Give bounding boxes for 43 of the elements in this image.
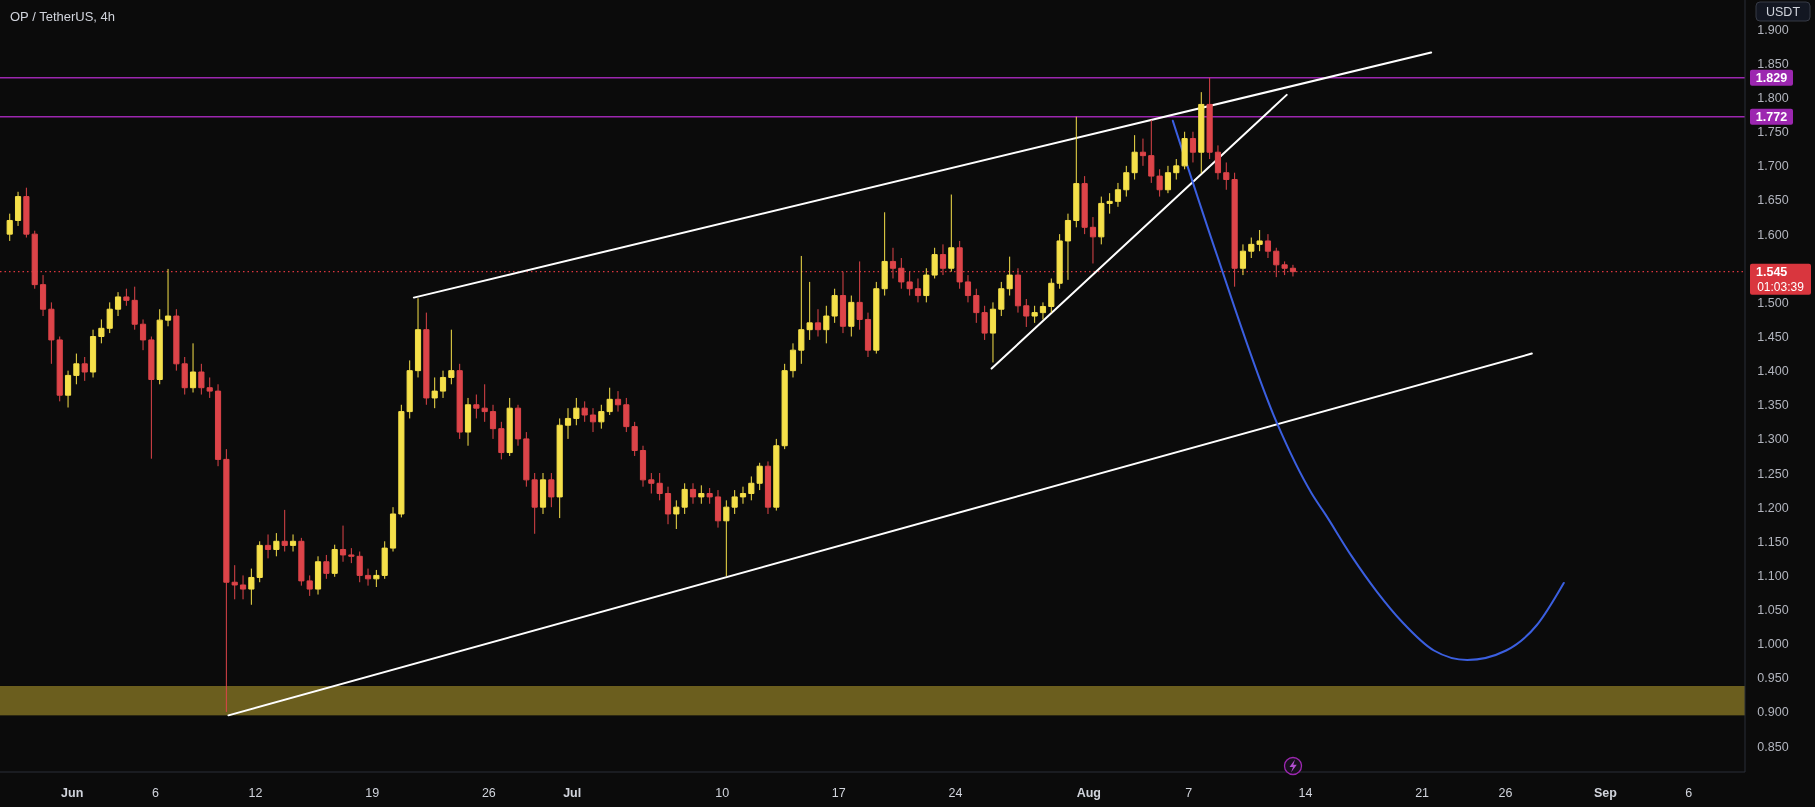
- y-tick-label: 1.800: [1757, 91, 1789, 106]
- x-tick-label: 10: [715, 786, 730, 800]
- ref-line-label: 1.545: [1756, 265, 1788, 280]
- x-tick-label: 24: [948, 786, 963, 800]
- y-tick-label: 0.900: [1757, 705, 1789, 720]
- ref-line-label: 1.829: [1755, 71, 1788, 86]
- x-tick-label: 17: [831, 786, 846, 800]
- y-tick-label: 1.250: [1757, 466, 1789, 481]
- x-tick-label: 12: [248, 786, 263, 800]
- x-tick-label: 21: [1415, 786, 1430, 800]
- y-tick-label: 1.750: [1757, 125, 1789, 140]
- x-tick-label: 14: [1298, 786, 1313, 800]
- y-tick-label: 1.150: [1757, 534, 1789, 549]
- x-tick-label: 26: [1498, 786, 1513, 800]
- x-tick-label: Jun: [61, 786, 84, 800]
- x-tick-label: 7: [1185, 786, 1193, 800]
- text: OP / TetherUS, 4h: [10, 9, 116, 24]
- y-tick-label: 1.300: [1757, 432, 1789, 447]
- x-tick-label: 19: [365, 786, 380, 800]
- x-tick-label: Sep: [1593, 786, 1618, 800]
- y-tick-label: 1.650: [1757, 193, 1789, 208]
- y-tick-label: 1.350: [1757, 398, 1789, 413]
- x-tick-label: 6: [1685, 786, 1693, 800]
- y-tick-label: 1.100: [1757, 568, 1789, 583]
- y-tick-label: 1.450: [1757, 330, 1789, 345]
- y-tick-label: 1.850: [1757, 56, 1789, 71]
- y-tick-label: 1.050: [1757, 603, 1789, 618]
- y-tick-label: 1.700: [1757, 159, 1789, 174]
- x-tick-label: Aug: [1076, 786, 1101, 800]
- y-tick-label: 1.500: [1757, 295, 1789, 310]
- ref-line-label: 1.772: [1755, 110, 1788, 125]
- y-tick-label: 0.950: [1757, 671, 1789, 686]
- y-tick-label: 1.000: [1757, 637, 1789, 652]
- y-tick-label: 1.200: [1757, 500, 1789, 515]
- x-tick-label: 26: [481, 786, 496, 800]
- text: 01:03:39: [1757, 279, 1805, 294]
- y-tick-label: 1.900: [1757, 22, 1789, 37]
- x-tick-label: Jul: [563, 786, 582, 800]
- y-tick-label: 0.850: [1757, 739, 1789, 754]
- x-tick-label: 6: [152, 786, 160, 800]
- y-axis-title: USDT: [1765, 5, 1801, 19]
- y-tick-label: 1.600: [1757, 227, 1789, 242]
- y-tick-label: 1.400: [1757, 364, 1789, 379]
